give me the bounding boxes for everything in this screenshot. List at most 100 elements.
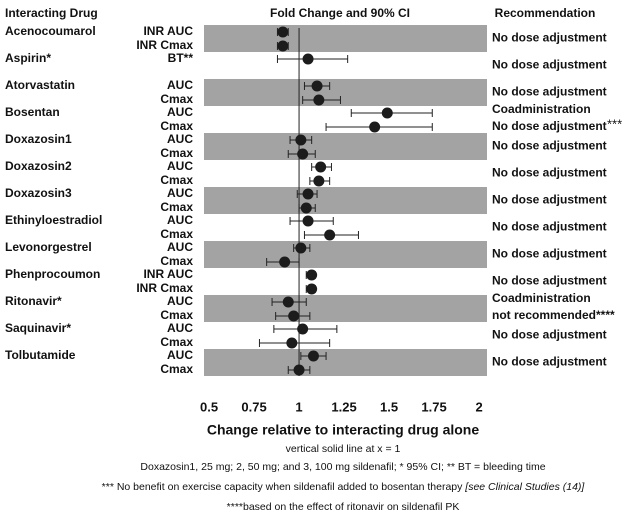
recommendation: No dose adjustment <box>492 119 607 133</box>
plot-header: Fold Change and 90% CI <box>270 6 410 20</box>
drug-label: Levonorgestrel <box>5 240 92 254</box>
estimate-point <box>277 26 289 38</box>
estimate-point <box>288 310 300 322</box>
estimate-point <box>315 161 327 173</box>
parameter-label: AUC <box>167 186 193 200</box>
parameter-label: AUC <box>167 240 193 254</box>
x-tick-label: 1.75 <box>421 399 446 414</box>
footnote: vertical solid line at x = 1 <box>286 443 401 455</box>
footnote: *** No benefit on exercise capacity when… <box>102 481 586 493</box>
estimate-point <box>369 121 381 133</box>
estimate-point <box>297 148 309 160</box>
row-band <box>204 79 487 106</box>
x-tick-label: 1.25 <box>331 399 356 414</box>
parameter-label: Cmax <box>160 335 193 349</box>
estimate-point <box>295 134 307 146</box>
recommendation-mark: *** <box>607 116 622 131</box>
estimate-point <box>286 337 298 349</box>
drug-label: Phenprocoumon <box>5 267 100 281</box>
recommendation: Coadministration <box>492 291 591 305</box>
drug-label: Doxazosin1 <box>5 132 72 146</box>
drug-label: Saquinavir* <box>5 321 71 335</box>
footnote: Doxazosin1, 25 mg; 2, 50 mg; and 3, 100 … <box>140 461 545 473</box>
recommendation: No dose adjustment <box>492 274 607 288</box>
parameter-label: Cmax <box>160 200 193 214</box>
estimate-point <box>300 202 312 214</box>
parameter-label: INR AUC <box>143 24 193 38</box>
parameter-label: AUC <box>167 105 193 119</box>
recommendation: not recommended**** <box>492 308 615 322</box>
recommendation: No dose adjustment <box>492 193 607 207</box>
parameter-label: AUC <box>167 159 193 173</box>
estimate-point <box>307 350 319 362</box>
row-band <box>204 241 487 268</box>
drug-label: Atorvastatin <box>5 78 75 92</box>
estimate-point <box>293 364 305 376</box>
estimate-point <box>295 242 307 254</box>
estimate-point <box>306 269 318 281</box>
parameter-label: AUC <box>167 321 193 335</box>
parameter-label: Cmax <box>160 146 193 160</box>
estimate-point <box>279 256 291 268</box>
drug-label: Ritonavir* <box>5 294 62 308</box>
drug-label: Aspirin* <box>5 51 51 65</box>
parameter-label: Cmax <box>160 227 193 241</box>
parameter-label: Cmax <box>160 92 193 106</box>
drug-header: Interacting Drug <box>5 6 98 20</box>
parameter-label: Cmax <box>160 173 193 187</box>
x-tick-label: 2 <box>475 399 482 414</box>
drug-label: Bosentan <box>5 105 60 119</box>
recommendation: No dose adjustment <box>492 58 607 72</box>
parameter-label: AUC <box>167 132 193 146</box>
footnote: ****based on the effect of ritonavir on … <box>227 501 460 513</box>
parameter-label: Cmax <box>160 362 193 376</box>
parameter-label: BT** <box>168 51 194 65</box>
estimate-point <box>311 80 323 92</box>
estimate-point <box>324 229 336 241</box>
recommendation: No dose adjustment <box>492 166 607 180</box>
recommendation: No dose adjustment <box>492 355 607 369</box>
row-band <box>204 295 487 322</box>
estimate-point <box>302 215 314 227</box>
row-band <box>204 25 487 52</box>
recommendation-header: Recommendation <box>495 6 596 20</box>
estimate-point <box>302 188 314 200</box>
parameter-label: AUC <box>167 348 193 362</box>
parameter-label: Cmax <box>160 119 193 133</box>
estimate-point <box>381 107 393 119</box>
recommendation: No dose adjustment <box>492 328 607 342</box>
parameter-label: AUC <box>167 294 193 308</box>
x-tick-label: 0.75 <box>241 399 266 414</box>
parameter-label: INR Cmax <box>136 281 193 295</box>
recommendation: No dose adjustment <box>492 247 607 261</box>
drug-label: Doxazosin2 <box>5 159 72 173</box>
x-tick-label: 0.5 <box>200 399 218 414</box>
drug-label: Ethinyloestradiol <box>5 213 102 227</box>
x-tick-label: 1.5 <box>380 399 398 414</box>
estimate-point <box>306 283 318 295</box>
estimate-point <box>277 40 289 52</box>
estimate-point <box>302 53 314 65</box>
parameter-label: INR AUC <box>143 267 193 281</box>
estimate-point <box>297 323 309 335</box>
drug-label: Doxazosin3 <box>5 186 72 200</box>
recommendation: No dose adjustment <box>492 220 607 234</box>
row-band <box>204 349 487 376</box>
drug-label: Acenocoumarol <box>5 24 96 38</box>
footnote-text: *** No benefit on exercise capacity when… <box>102 481 466 493</box>
parameter-label: Cmax <box>160 308 193 322</box>
parameter-label: AUC <box>167 213 193 227</box>
recommendation: No dose adjustment <box>492 31 607 45</box>
recommendation: No dose adjustment <box>492 85 607 99</box>
row-band <box>204 187 487 214</box>
x-tick-label: 1 <box>295 399 302 414</box>
estimate-point <box>313 94 325 106</box>
footnote-citation: [see Clinical Studies (14)] <box>464 481 585 493</box>
parameter-label: INR Cmax <box>136 38 193 52</box>
estimate-point <box>282 296 294 308</box>
parameter-label: AUC <box>167 78 193 92</box>
recommendation: No dose adjustment <box>492 139 607 153</box>
parameter-label: Cmax <box>160 254 193 268</box>
x-axis-title: Change relative to interacting drug alon… <box>207 422 479 438</box>
